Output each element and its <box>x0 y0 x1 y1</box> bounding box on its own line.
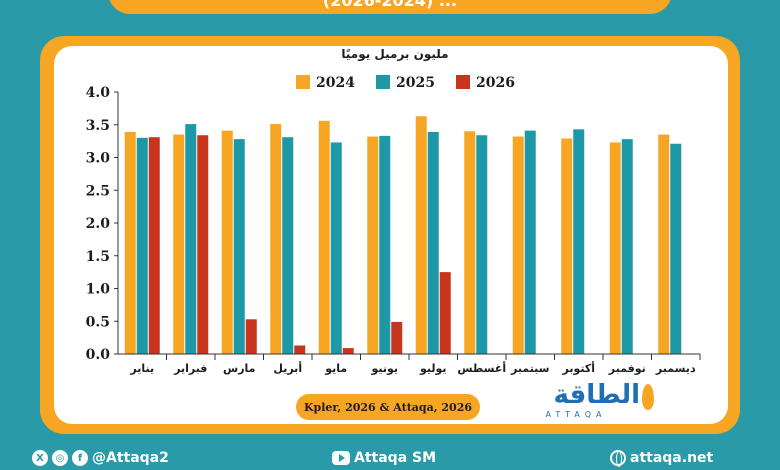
bar-2025-9 <box>524 130 536 354</box>
youtube-link[interactable]: Attaqa SM <box>332 450 436 466</box>
bars <box>124 116 682 354</box>
bar-2025-1 <box>136 137 148 354</box>
bar-2024-5 <box>318 120 330 354</box>
facebook-icon[interactable]: f <box>72 450 88 466</box>
footer: X ◎ f @Attaqa2 Attaqa SM attaqa.net <box>0 446 780 470</box>
drop-icon <box>642 384 654 410</box>
social-links: X ◎ f @Attaqa2 <box>32 450 169 466</box>
social-handle[interactable]: @Attaqa2 <box>92 450 169 466</box>
bar-2025-10 <box>573 129 585 354</box>
bar-2026-7 <box>439 272 451 354</box>
bar-2026-4 <box>294 345 306 354</box>
x-tick-label: ديسمبر <box>655 362 696 375</box>
website-url: attaqa.net <box>630 450 714 466</box>
bar-2025-6 <box>379 135 391 354</box>
x-icon[interactable]: X <box>32 450 48 466</box>
x-tick-label: نوفمبر <box>608 362 646 375</box>
bar-2024-1 <box>124 131 136 354</box>
website-link[interactable]: attaqa.net <box>610 450 714 467</box>
x-tick-label: أكتوبر <box>561 361 595 375</box>
y-tick-label: 2.0 <box>86 216 111 232</box>
y-tick-label: 3.0 <box>86 151 111 167</box>
source-text: Kpler, 2026 & Attaqa, 2026 <box>303 400 472 414</box>
bar-2026-5 <box>342 348 354 354</box>
youtube-handle: Attaqa SM <box>354 450 437 466</box>
x-tick-label: أبريل <box>273 361 302 375</box>
x-tick-label: يوليو <box>419 362 447 375</box>
x-tick-label: أغسطس <box>457 361 506 375</box>
bar-2024-8 <box>464 131 476 354</box>
bar-2025-3 <box>233 139 245 354</box>
bar-2026-3 <box>245 319 257 354</box>
y-tick-label: 0.5 <box>86 314 110 330</box>
bar-2025-4 <box>282 137 294 354</box>
legend-swatch-2024 <box>296 75 310 89</box>
x-tick-label: فبراير <box>173 362 207 375</box>
logo-subtext: ATTAQA <box>545 410 607 419</box>
bar-2025-2 <box>185 124 197 354</box>
legend-label-2026: 2026 <box>476 75 515 91</box>
bar-2024-11 <box>609 142 621 354</box>
bar-2026-6 <box>391 321 403 354</box>
y-tick-label: 1.5 <box>86 249 110 265</box>
legend: 2024 2025 2026 <box>296 75 515 91</box>
bar-2025-8 <box>476 135 488 354</box>
youtube-icon <box>332 451 350 465</box>
y-axis: 0.0 0.5 1.0 1.5 2.0 2.5 3.0 3.5 4.0 <box>86 85 119 363</box>
bar-2025-11 <box>621 139 633 354</box>
y-tick-label: 3.5 <box>86 118 110 134</box>
bar-2024-12 <box>658 134 670 354</box>
source-badge: Kpler, 2026 & Attaqa, 2026 <box>296 394 480 420</box>
bar-2024-3 <box>221 130 233 354</box>
legend-swatch-2026 <box>456 75 470 89</box>
y-tick-label: 2.5 <box>86 183 110 199</box>
header-title: (2026-2024) ... <box>322 0 458 10</box>
header-title-bar: (2026-2024) ... <box>108 0 672 14</box>
bar-2025-5 <box>330 142 342 354</box>
bar-2024-9 <box>512 136 524 354</box>
y-tick-label: 4.0 <box>86 85 111 101</box>
y-tick-label: 0.0 <box>86 347 111 363</box>
instagram-icon[interactable]: ◎ <box>52 450 68 466</box>
bar-2024-6 <box>367 136 379 354</box>
bar-2026-2 <box>197 135 209 354</box>
x-tick-label: مارس <box>223 362 255 375</box>
logo-wordmark: الطاقة <box>553 380 640 410</box>
bar-2026-1 <box>148 137 160 354</box>
legend-label-2024: 2024 <box>316 75 355 91</box>
bar-2024-7 <box>415 116 427 354</box>
x-tick-label: يونيو <box>370 362 398 375</box>
x-tick-label: مايو <box>324 362 347 375</box>
bar-2024-2 <box>173 134 185 354</box>
y-tick-label: 1.0 <box>86 282 111 298</box>
legend-swatch-2025 <box>376 75 390 89</box>
legend-label-2025: 2025 <box>396 75 435 91</box>
x-axis: يناير فبراير مارس أبريل مايو يونيو يوليو أغسطس س… <box>118 353 701 375</box>
bar-2024-4 <box>270 124 282 354</box>
bar-2025-12 <box>670 143 682 354</box>
bar-2024-10 <box>561 138 573 354</box>
x-tick-label: يناير <box>129 362 154 375</box>
bar-2025-7 <box>427 131 439 354</box>
globe-icon <box>610 450 626 467</box>
attaqa-logo: الطاقة ATTAQA <box>524 380 654 426</box>
y-axis-unit-label: مليون برميل يوميًا <box>341 47 448 62</box>
x-tick-label: سبتمبر <box>510 362 550 375</box>
